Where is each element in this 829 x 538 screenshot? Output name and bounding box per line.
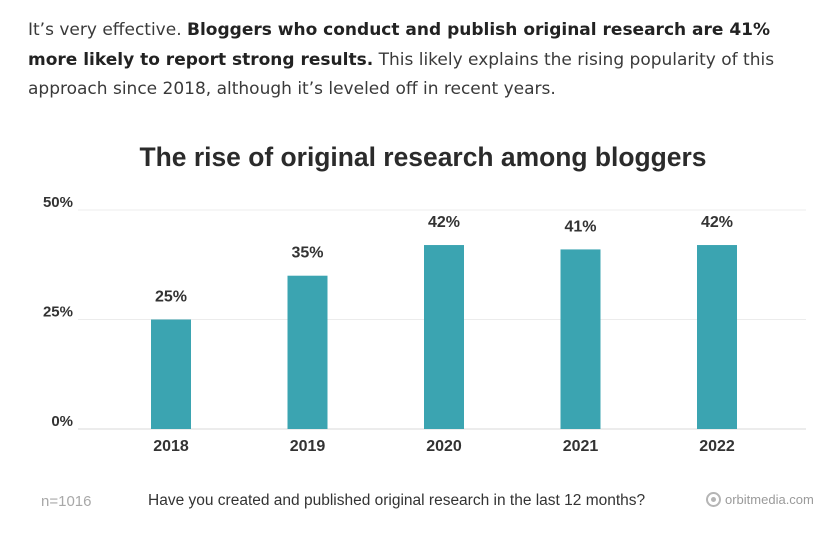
bar-value-label: 25% (155, 289, 187, 306)
survey-question: Have you created and published original … (148, 492, 646, 509)
x-tick-label: 2018 (153, 438, 189, 455)
bar-2019 (287, 275, 328, 429)
x-tick-label: 2020 (426, 438, 462, 455)
bar-value-label: 42% (428, 214, 460, 231)
y-tick-label: 25% (43, 304, 73, 321)
labels-layer: 0% 25% 50% 25% 2018 35% 2019 42% 2020 41% 2021 42% 2… (43, 194, 735, 455)
y-tick-label: 50% (43, 194, 73, 211)
chart-title: The rise of original research among blog… (140, 142, 707, 172)
bar-2018 (151, 319, 191, 429)
bar-value-label: 41% (564, 218, 596, 235)
x-tick-label: 2019 (290, 438, 326, 455)
bar-chart: The rise of original research among blog… (43, 142, 806, 455)
bar-value-label: 42% (701, 214, 733, 231)
intro-paragraph: It’s very effective. Bloggers who conduc… (28, 16, 803, 105)
bar-2020 (424, 245, 464, 429)
brand-logo: orbitmedia.com (706, 492, 814, 507)
bar-2022 (697, 245, 737, 429)
sample-size: n=1016 (41, 493, 92, 510)
intro-text-bold: Bloggers who conduct and publish origina… (28, 20, 771, 70)
chart-container: The rise of original research among blog… (0, 120, 829, 538)
bar-2021 (560, 249, 601, 429)
x-tick-label: 2021 (563, 438, 599, 455)
bars-layer (151, 245, 737, 429)
intro-text-after: This likely explains the rising populari… (28, 49, 775, 100)
bar-value-label: 35% (291, 245, 323, 262)
y-tick-label: 0% (51, 413, 73, 430)
x-tick-label: 2022 (699, 438, 735, 455)
orbit-logo-icon (706, 492, 721, 507)
intro-text-before: It’s very effective. (28, 20, 188, 40)
brand-name: orbitmedia.com (725, 492, 814, 507)
